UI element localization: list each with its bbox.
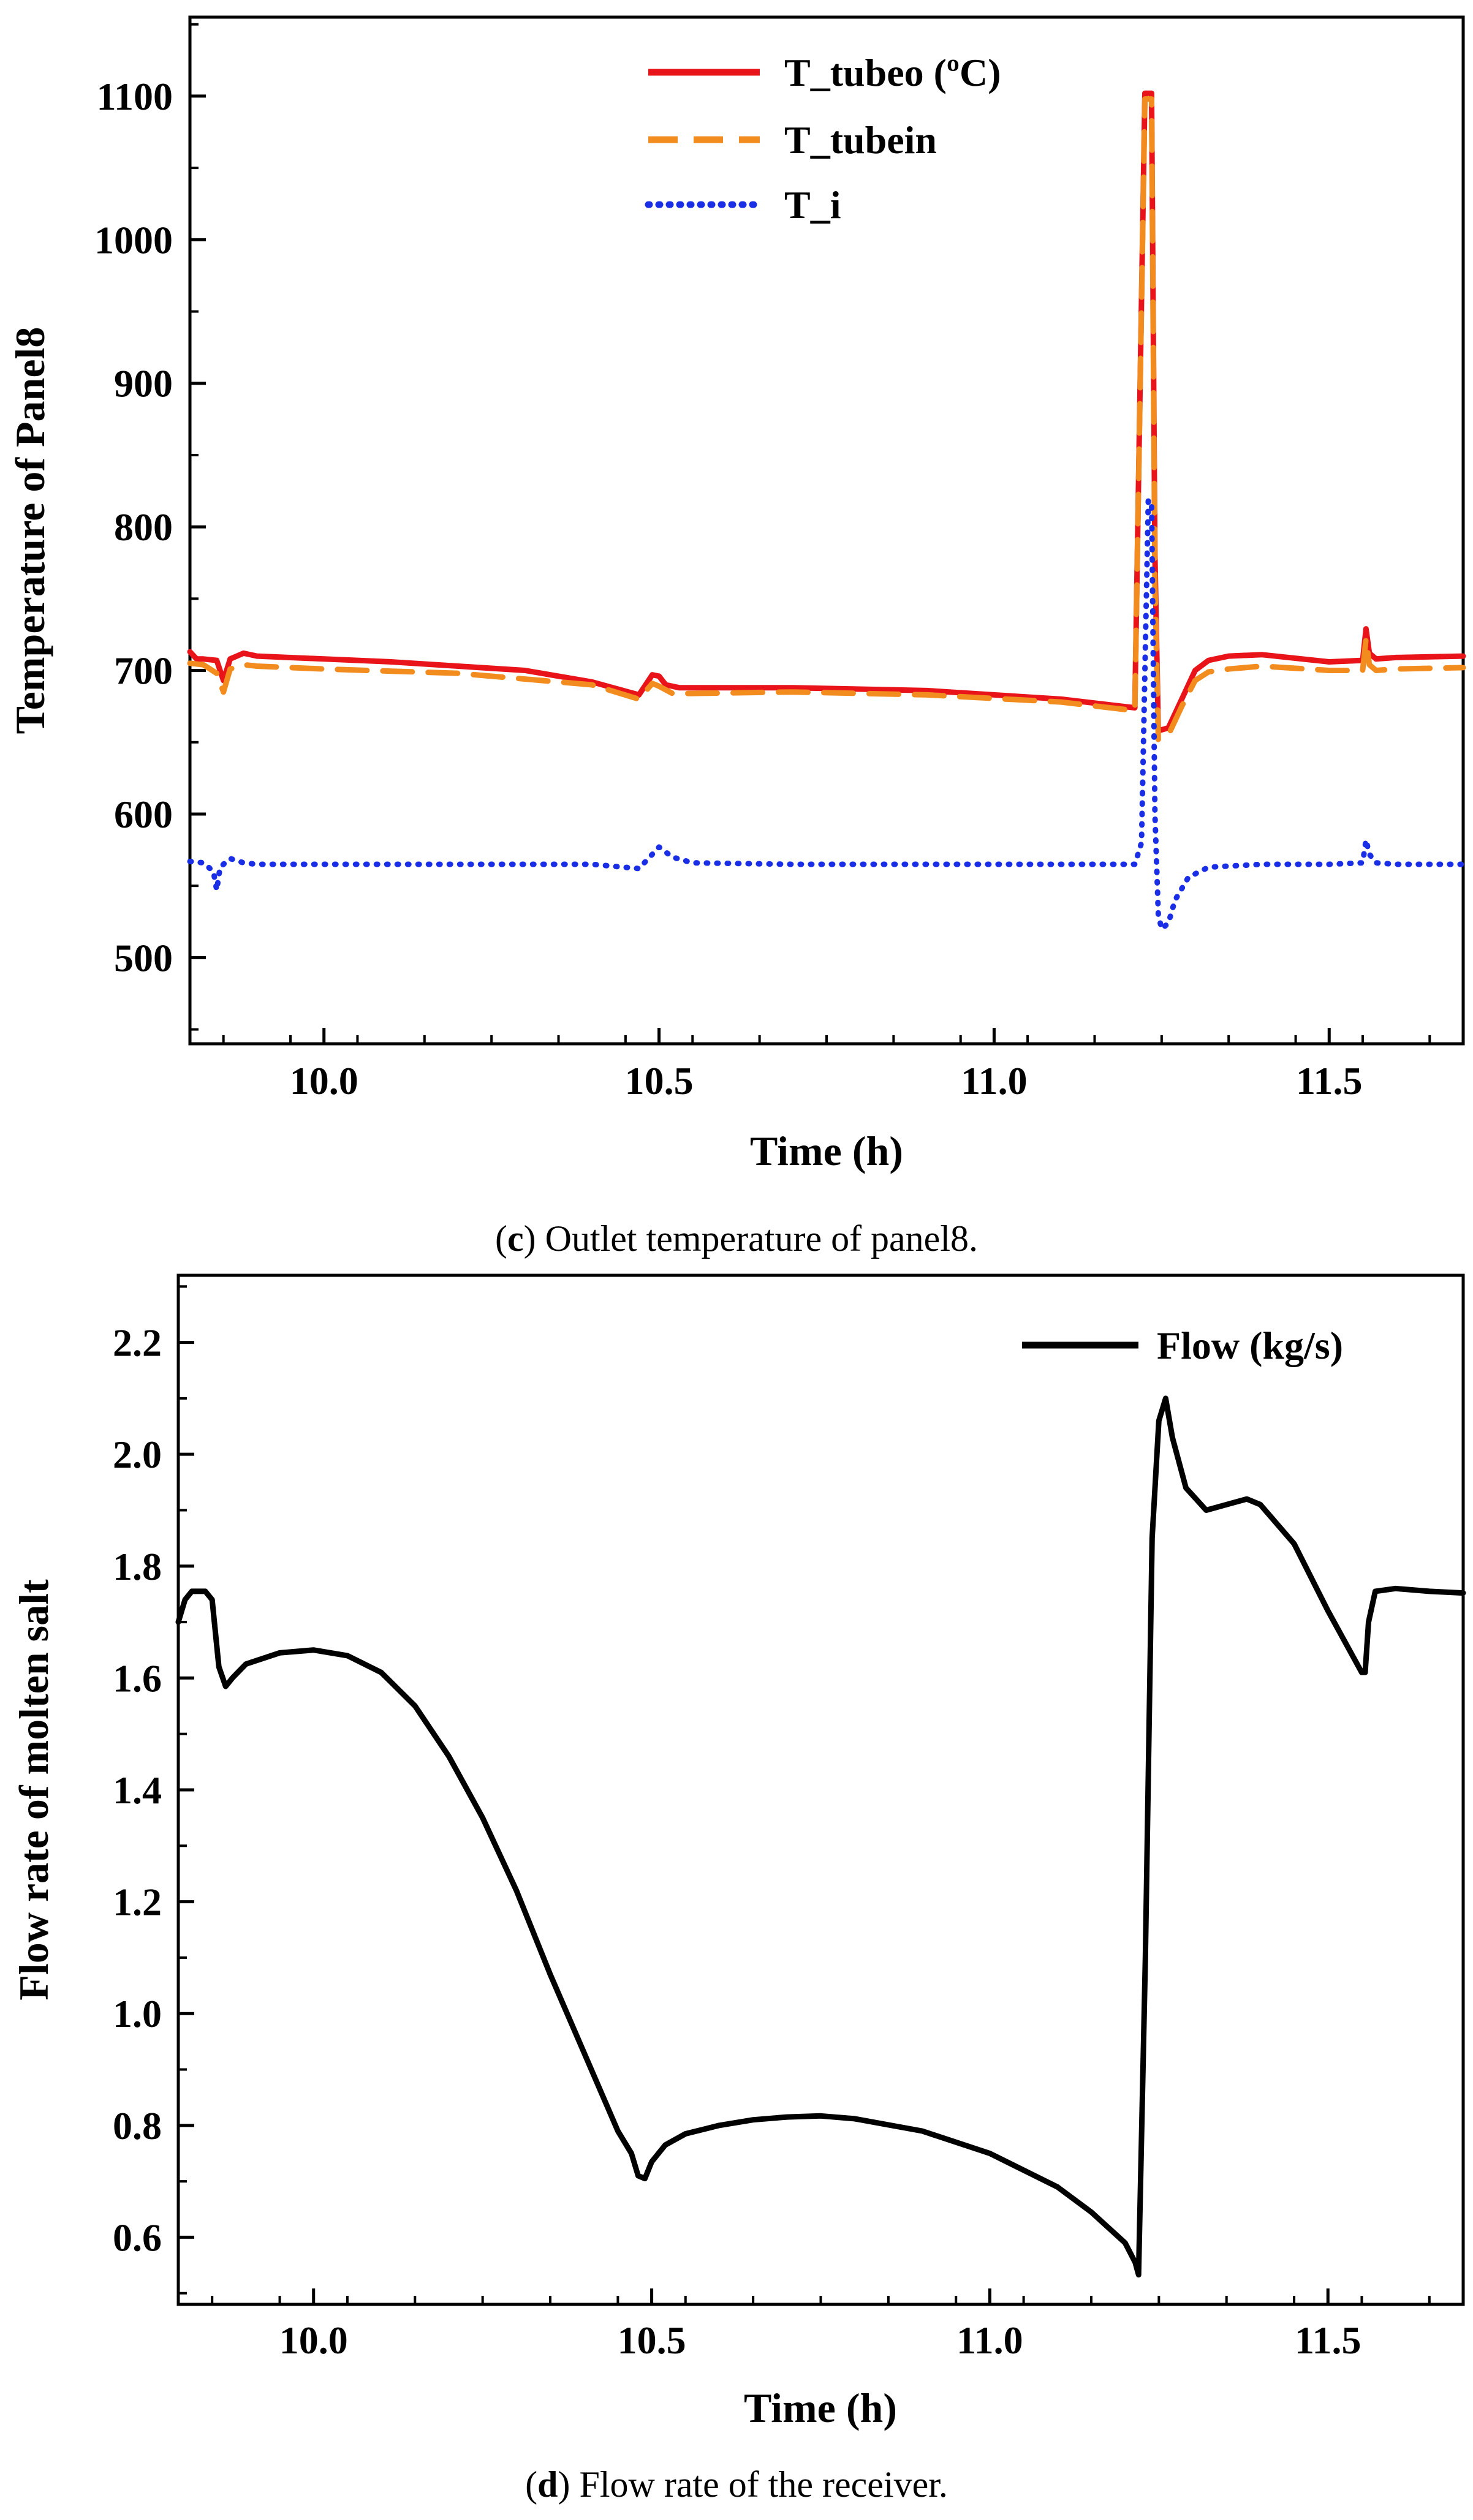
caption-text-c: Outlet temperature of panel8.	[536, 1218, 978, 1259]
x-tick-label: 10.0	[290, 1059, 358, 1103]
legend-label-t-i: T_i	[784, 183, 841, 227]
caption-text-d: Flow rate of the receiver.	[570, 2464, 947, 2505]
series-line-t-i	[187, 498, 1466, 932]
plot-frame-c	[188, 15, 1465, 1046]
caption-letter-c: c	[507, 1218, 524, 1259]
y-axis-ticks-c: 500 600 700 800 900 1000 1100	[94, 23, 206, 1031]
x-tick-label: 11.5	[1295, 2318, 1361, 2362]
series-group-c	[187, 90, 1466, 932]
y-tick-label: 700	[114, 649, 173, 693]
x-axis-title-c: Time (h)	[750, 1128, 903, 1174]
y-tick-label: 2.2	[113, 1321, 162, 1365]
plot-frame-d	[176, 1273, 1465, 2306]
y-tick-label: 0.6	[113, 2216, 162, 2259]
y-tick-label: 1.8	[113, 1545, 162, 1588]
flow-rate-chart: 10.0 10.5 11.0 11.5 0.6 0.8 1.0 1.2 1.4 1.6 1.8 2.…	[10, 1273, 1466, 2505]
legend-label-t-tubeo: T_tubeo (ºC)	[784, 51, 1001, 94]
x-tick-label: 11.0	[961, 1059, 1027, 1103]
x-axis-ticks-c: 10.0 10.5 11.0 11.5	[222, 1028, 1431, 1103]
legend-c: T_tubeo (ºC) T_tubein T_i	[645, 51, 1001, 227]
y-tick-label: 1.4	[113, 1768, 162, 1812]
series-line-flow-kg-s	[175, 1395, 1466, 2278]
y-tick-label: 2.0	[113, 1433, 162, 1476]
x-tick-label: 10.5	[625, 1059, 694, 1103]
y-tick-label: 0.8	[113, 2104, 162, 2148]
temperature-chart: 10.0 10.5 11.0 11.5 500 600 700 800 900 1000 1100…	[7, 15, 1466, 1259]
y-tick-label: 800	[114, 505, 173, 549]
x-tick-label: 10.5	[618, 2318, 686, 2362]
series-line-t-tubein	[187, 96, 1466, 742]
y-tick-label: 600	[114, 793, 173, 836]
y-axis-ticks-d: 0.6 0.8 1.0 1.2 1.4 1.6 1.8 2.0 2.2	[113, 1285, 194, 2295]
legend-label-t-tubein: T_tubein	[784, 118, 937, 162]
caption-letter-d: d	[537, 2464, 558, 2505]
y-tick-label: 900	[114, 362, 173, 406]
caption-d: (d) Flow rate of the receiver.	[525, 2464, 948, 2505]
x-axis-ticks-d: 10.0 10.5 11.0 11.5	[211, 2288, 1431, 2362]
y-tick-label: 1.2	[113, 1881, 162, 1924]
series-line-t-tubeo-c	[187, 90, 1466, 734]
caption-c: (c) Outlet temperature of panel8.	[495, 1218, 978, 1259]
y-axis-title-c: Temperature of Panel8	[7, 327, 53, 734]
x-tick-label: 11.5	[1296, 1059, 1362, 1103]
y-tick-label: 1100	[97, 75, 173, 118]
y-tick-label: 1.6	[113, 1656, 162, 1700]
x-tick-label: 11.0	[956, 2318, 1023, 2362]
y-tick-label: 500	[114, 936, 173, 979]
y-tick-label: 1.0	[113, 1992, 162, 2035]
x-axis-title-d: Time (h)	[744, 2385, 897, 2431]
series-group-d	[175, 1395, 1466, 2278]
legend-label-flow: Flow (kg/s)	[1157, 1324, 1343, 1367]
x-tick-label: 10.0	[279, 2318, 348, 2362]
y-tick-label: 1000	[94, 218, 173, 262]
y-axis-title-d: Flow rate of molten salt	[10, 1579, 57, 2001]
legend-d: Flow (kg/s)	[1022, 1324, 1343, 1367]
